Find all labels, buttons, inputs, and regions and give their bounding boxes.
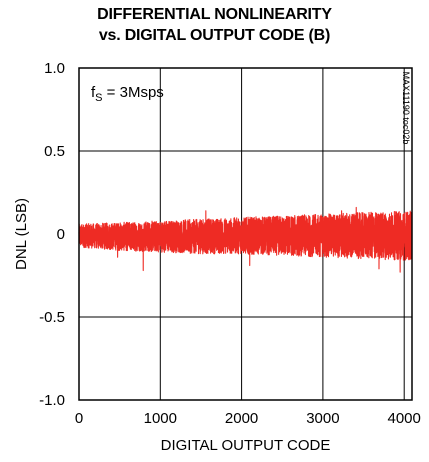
annotation-value: = 3Msps [103,84,164,101]
y-tick-label: 1.0 [44,60,65,77]
y-axis-label: DNL (LSB) [13,198,30,270]
y-tick-label: -1.0 [39,392,65,409]
y-tick-label: 0.5 [44,143,65,160]
plot-frame [78,67,413,401]
x-tick-label: 3000 [306,410,339,427]
y-tick-labels: 1.0 0.5 0 -0.5 -1.0 [39,60,65,409]
chart-title-line-1: DIFFERENTIAL NONLINEARITY [97,6,332,23]
annotation-f: f [91,84,96,101]
x-tick-label: 2000 [225,410,258,427]
dnl-trace [78,206,413,273]
y-tick-label: -0.5 [39,309,65,326]
dnl-series-line [78,206,413,273]
x-axis-label: DIGITAL OUTPUT CODE [161,437,331,454]
chart-title-line-2: vs. DIGITAL OUTPUT CODE (B) [98,27,331,44]
figure-code: MAX11190 toc02b [401,72,411,145]
y-tick-label: 0 [57,226,65,243]
sample-rate-annotation: fS = 3Msps [91,84,164,104]
x-tick-labels: 0 1000 2000 3000 4000 [75,410,421,427]
x-tick-label: 0 [75,410,83,427]
x-tick-label: 1000 [144,410,177,427]
x-tick-label: 4000 [388,410,421,427]
annotation-subscript: S [95,92,102,104]
